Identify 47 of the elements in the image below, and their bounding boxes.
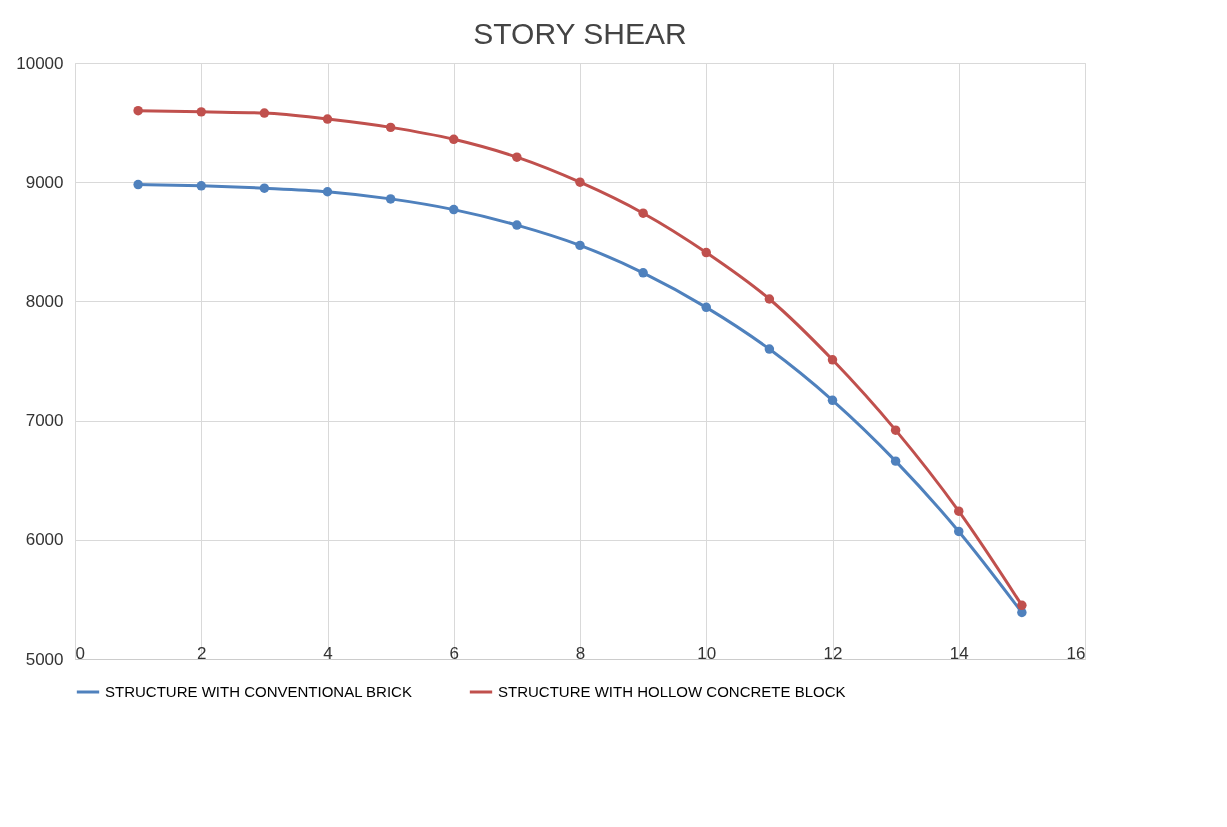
legend-label: STRUCTURE WITH CONVENTIONAL BRICK <box>105 683 412 700</box>
x-tick-label: 12 <box>823 643 843 663</box>
point <box>954 506 964 516</box>
x-tick-label: 4 <box>323 643 333 663</box>
point <box>764 294 775 304</box>
x-tick-label: 6 <box>449 643 459 663</box>
point <box>827 395 838 406</box>
point <box>259 183 270 193</box>
point <box>890 456 901 466</box>
point <box>133 179 143 190</box>
point <box>764 344 775 354</box>
point <box>196 107 206 117</box>
point <box>701 247 711 258</box>
y-tick-label: 7000 <box>25 411 64 431</box>
chart-title: STORY SHEAR <box>473 17 687 50</box>
point <box>449 134 459 145</box>
point <box>1017 600 1027 611</box>
point <box>449 204 459 215</box>
point <box>259 108 270 118</box>
point <box>638 208 648 218</box>
point <box>133 105 143 116</box>
legend-label: STRUCTURE WITH HOLLOW CONCRETE BLOCK <box>498 683 846 700</box>
x-tick-label: 10 <box>697 643 717 663</box>
point <box>890 425 901 435</box>
point <box>701 302 711 313</box>
y-tick-label: 10000 <box>16 53 64 73</box>
y-tick-label: 5000 <box>25 649 64 669</box>
x-tick-label: 0 <box>75 643 85 663</box>
point <box>512 152 522 162</box>
point <box>827 355 838 365</box>
point <box>385 194 396 204</box>
y-tick-label: 6000 <box>25 530 64 550</box>
x-tick-label: 2 <box>197 643 207 663</box>
point <box>322 114 333 124</box>
point <box>638 268 648 278</box>
x-tick-label: 14 <box>949 643 969 663</box>
point <box>322 187 333 197</box>
point <box>512 220 522 230</box>
point <box>575 240 585 251</box>
point <box>196 181 206 191</box>
point <box>954 526 964 537</box>
point <box>385 122 396 133</box>
y-tick-label: 9000 <box>25 172 64 192</box>
point <box>575 177 585 187</box>
y-tick-label: 8000 <box>25 291 64 311</box>
x-tick-label: 8 <box>575 643 586 663</box>
x-tick-label: 16 <box>1066 643 1086 663</box>
